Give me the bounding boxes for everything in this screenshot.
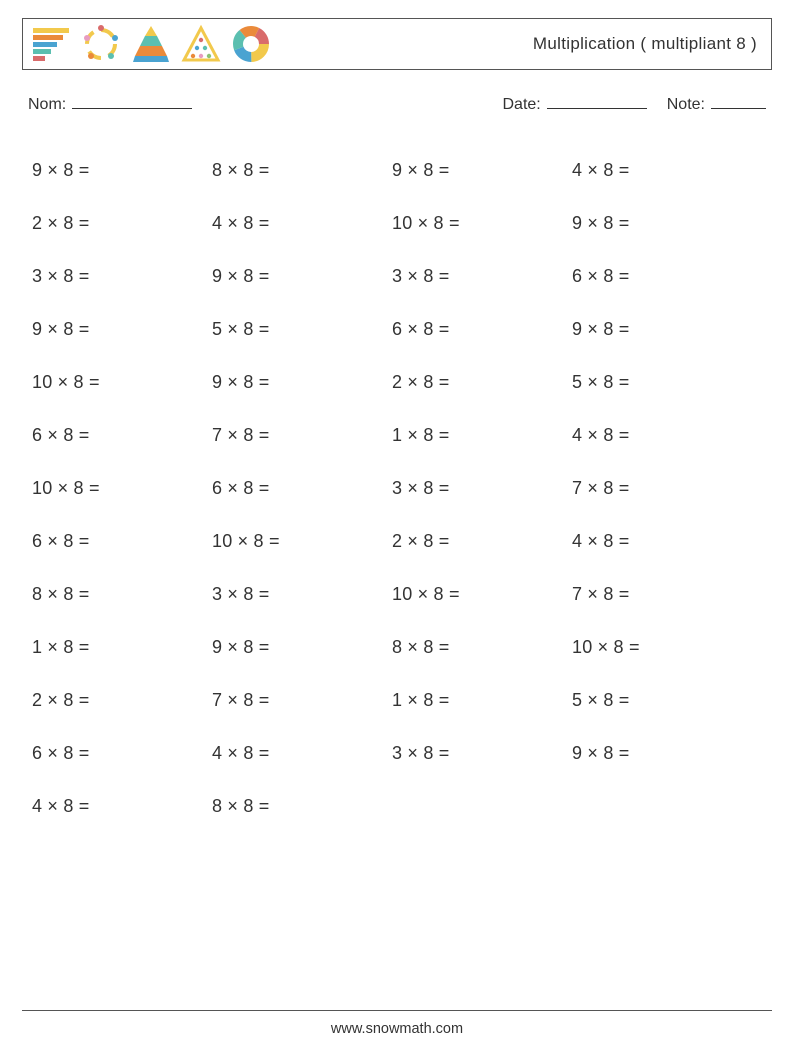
problem-cell: 4 × 8 = — [32, 796, 212, 817]
problem-cell: 9 × 8 = — [32, 319, 212, 340]
problem-cell: 4 × 8 = — [572, 425, 752, 446]
problem-cell: 10 × 8 = — [32, 372, 212, 393]
problem-cell: 8 × 8 = — [212, 160, 392, 181]
problems-grid: 9 × 8 =8 × 8 =9 × 8 =4 × 8 =2 × 8 =4 × 8… — [32, 144, 772, 833]
problem-cell: 10 × 8 = — [392, 213, 572, 234]
problem-cell: 7 × 8 = — [212, 425, 392, 446]
donut-icon — [231, 24, 271, 64]
problem-cell: 4 × 8 = — [212, 743, 392, 764]
problem-cell: 10 × 8 = — [32, 478, 212, 499]
footer: www.snowmath.com — [0, 1010, 794, 1037]
problem-cell: 9 × 8 = — [212, 372, 392, 393]
problem-cell: 9 × 8 = — [572, 319, 752, 340]
problem-cell: 2 × 8 = — [32, 213, 212, 234]
problem-cell: 9 × 8 = — [212, 266, 392, 287]
problem-cell: 8 × 8 = — [32, 584, 212, 605]
info-row: Nom: Date: Note: — [28, 92, 766, 114]
problem-cell: 8 × 8 = — [392, 637, 572, 658]
pyramid-icon — [131, 24, 171, 64]
date-field: Date: — [503, 92, 647, 114]
problem-cell: 7 × 8 = — [572, 584, 752, 605]
problem-cell: 7 × 8 = — [572, 478, 752, 499]
problem-cell: 4 × 8 = — [212, 213, 392, 234]
nom-blank[interactable] — [72, 92, 192, 109]
nom-field: Nom: — [28, 92, 192, 114]
problem-cell: 4 × 8 = — [572, 160, 752, 181]
problem-cell: 10 × 8 = — [212, 531, 392, 552]
footer-rule — [22, 1010, 772, 1011]
problem-cell: 3 × 8 = — [392, 266, 572, 287]
note-blank[interactable] — [711, 92, 766, 109]
problem-cell: 9 × 8 = — [572, 213, 752, 234]
problem-cell: 9 × 8 = — [572, 743, 752, 764]
problem-cell: 2 × 8 = — [392, 372, 572, 393]
problem-cell: 1 × 8 = — [392, 690, 572, 711]
problem-cell: 3 × 8 = — [392, 478, 572, 499]
problem-cell: 1 × 8 = — [392, 425, 572, 446]
note-label: Note: — [667, 96, 705, 113]
note-field: Note: — [667, 92, 766, 114]
problem-cell: 2 × 8 = — [32, 690, 212, 711]
problem-cell: 6 × 8 = — [392, 319, 572, 340]
nom-label: Nom: — [28, 96, 66, 113]
problem-cell: 6 × 8 = — [212, 478, 392, 499]
footer-url: www.snowmath.com — [0, 1021, 794, 1037]
problem-cell: 6 × 8 = — [32, 425, 212, 446]
problem-cell: 6 × 8 = — [32, 743, 212, 764]
problem-cell: 5 × 8 = — [572, 690, 752, 711]
problem-cell: 4 × 8 = — [572, 531, 752, 552]
problem-cell: 7 × 8 = — [212, 690, 392, 711]
problem-cell: 1 × 8 = — [32, 637, 212, 658]
triangle-icon — [181, 24, 221, 64]
bars-icon — [31, 24, 71, 64]
problem-cell: 3 × 8 = — [392, 743, 572, 764]
date-label: Date: — [503, 96, 541, 113]
problem-cell: 9 × 8 = — [212, 637, 392, 658]
problem-cell: 9 × 8 = — [392, 160, 572, 181]
page-title: Multiplication ( multipliant 8 ) — [533, 34, 757, 54]
ring-icon — [81, 24, 121, 64]
header: Multiplication ( multipliant 8 ) — [22, 18, 772, 70]
problem-cell: 6 × 8 = — [572, 266, 752, 287]
problem-cell: 10 × 8 = — [392, 584, 572, 605]
problem-cell: 8 × 8 = — [212, 796, 392, 817]
problem-cell: 3 × 8 = — [32, 266, 212, 287]
problem-cell: 5 × 8 = — [212, 319, 392, 340]
problem-cell: 10 × 8 = — [572, 637, 752, 658]
logo-strip — [31, 24, 271, 64]
date-blank[interactable] — [547, 92, 647, 109]
problem-cell: 5 × 8 = — [572, 372, 752, 393]
problem-cell: 3 × 8 = — [212, 584, 392, 605]
problem-cell: 2 × 8 = — [392, 531, 572, 552]
problem-cell: 6 × 8 = — [32, 531, 212, 552]
problem-cell: 9 × 8 = — [32, 160, 212, 181]
